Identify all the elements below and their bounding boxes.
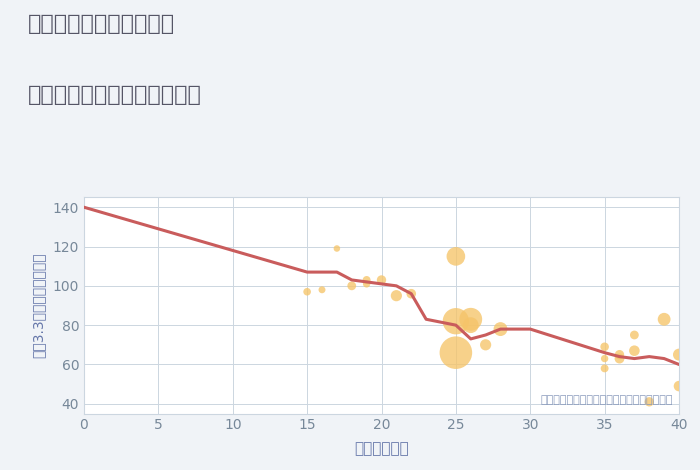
Point [599,365,610,372]
Point [465,321,476,329]
Point [614,351,625,359]
Point [391,292,402,299]
Point [331,245,342,252]
Point [450,317,461,325]
Point [673,382,685,390]
Point [629,347,640,354]
Point [644,398,655,406]
Text: 築年数別中古マンション価格: 築年数別中古マンション価格 [28,85,202,105]
Point [599,355,610,362]
Point [302,288,313,296]
Point [450,349,461,356]
Point [346,282,357,290]
Point [316,286,328,294]
Text: 円の大きさは、取引のあった物件面積を示す: 円の大きさは、取引のあった物件面積を示す [540,395,673,405]
Point [361,276,372,284]
Point [673,351,685,359]
Point [495,325,506,333]
Point [480,341,491,349]
Point [465,315,476,323]
Point [629,331,640,339]
Y-axis label: 坪（3.3㎡）単価（万円）: 坪（3.3㎡）単価（万円） [32,253,46,358]
Point [376,276,387,284]
Point [450,252,461,260]
X-axis label: 築年数（年）: 築年数（年） [354,441,409,456]
Point [406,290,417,298]
Point [614,355,625,362]
Point [599,343,610,351]
Point [361,280,372,288]
Text: 兵庫県西宮市小松西町の: 兵庫県西宮市小松西町の [28,14,175,34]
Point [659,315,670,323]
